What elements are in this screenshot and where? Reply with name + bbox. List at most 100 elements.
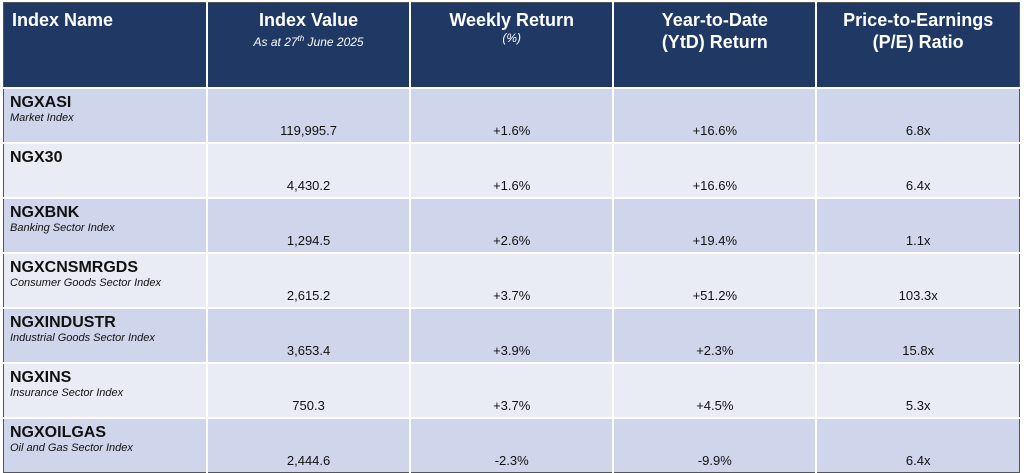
value-cell: +3.7% <box>409 362 614 418</box>
value-cell: 6.4x <box>815 417 1020 473</box>
value-cell: 1,294.5 <box>205 197 411 253</box>
header-title: Weekly Return <box>449 10 575 30</box>
pe-text: 6.8x <box>905 123 931 138</box>
weekly-text: +2.6% <box>493 233 531 248</box>
header-cell: Weekly Return (%) <box>409 2 614 88</box>
header-cell: Index Name <box>3 2 207 88</box>
value-cell: 6.4x <box>815 142 1020 198</box>
index-name: NGXINDUSTR <box>10 314 116 331</box>
value-cell: 2,615.2 <box>205 252 411 308</box>
table-body: NGXASI Market Index 119,995.7 +1.6% +16.6% 6.… <box>3 87 1020 473</box>
index-name: NGXINS <box>10 369 72 386</box>
value-cell: +2.3% <box>612 307 817 363</box>
header-subtitle: (%) <box>502 31 522 45</box>
name-cell: NGXINS Insurance Sector Index <box>3 362 207 418</box>
index-name: NGXASI <box>10 94 72 111</box>
pe-text: 5.3x <box>905 398 931 413</box>
value-text: 750.3 <box>292 398 325 413</box>
table-row: NGXINS Insurance Sector Index 750.3 +3.7% +4… <box>3 362 1020 418</box>
value-text: 3,653.4 <box>286 343 331 358</box>
header-title: Index Name <box>12 10 114 30</box>
ytd-text: +16.6% <box>692 178 738 193</box>
pe-text: 103.3x <box>898 288 938 303</box>
value-cell: 5.3x <box>815 362 1020 418</box>
value-cell: 4,430.2 <box>205 142 411 198</box>
name-cell: NGXOILGAS Oil and Gas Sector Index <box>3 417 207 473</box>
index-name: NGXCNSMRGDS <box>10 259 139 276</box>
ytd-text: -9.9% <box>697 453 732 468</box>
name-cell: NGX30 <box>3 142 207 198</box>
name-cell: NGXASI Market Index <box>3 87 207 143</box>
value-cell: 2,444.6 <box>205 417 411 473</box>
weekly-text: +3.9% <box>493 343 531 358</box>
value-cell: +19.4% <box>612 197 817 253</box>
value-text: 2,615.2 <box>286 288 331 303</box>
header-cell: Year-to-Date (YtD) Return <box>612 2 817 88</box>
table-row: NGXINDUSTR Industrial Goods Sector Index 3… <box>3 307 1020 363</box>
header-title: Year-to-Date <box>661 10 768 30</box>
index-description: Market Index <box>10 112 74 124</box>
header-row: Index Name Index Value As at 27th June 2… <box>3 2 1020 88</box>
index-description: Consumer Goods Sector Index <box>10 277 162 289</box>
header-cell: Price-to-Earnings (P/E) Ratio <box>815 2 1020 88</box>
value-cell: +51.2% <box>612 252 817 308</box>
value-cell: +1.6% <box>409 87 614 143</box>
name-cell: NGXBNK Banking Sector Index <box>3 197 207 253</box>
value-text: 119,995.7 <box>280 123 337 138</box>
index-description: Oil and Gas Sector Index <box>10 442 133 454</box>
header-title: Price-to-Earnings <box>843 10 994 30</box>
table-row: NGXASI Market Index 119,995.7 +1.6% +16.6% 6.… <box>3 87 1020 143</box>
ytd-text: +51.2% <box>692 288 738 303</box>
value-cell: +1.6% <box>409 142 614 198</box>
value-cell: -2.3% <box>409 417 614 473</box>
index-description: Banking Sector Index <box>10 222 115 234</box>
table-row: NGXCNSMRGDS Consumer Goods Sector Index 2,… <box>3 252 1020 308</box>
value-cell: 119,995.7 <box>205 87 411 143</box>
value-cell: +3.9% <box>409 307 614 363</box>
value-cell: 750.3 <box>205 362 411 418</box>
ytd-text: +2.3% <box>696 343 734 358</box>
table-row: NGXBNK Banking Sector Index 1,294.5 +2.6% +1… <box>3 197 1020 253</box>
weekly-text: +3.7% <box>493 398 531 413</box>
header-title: (P/E) Ratio <box>872 32 964 52</box>
index-description: Industrial Goods Sector Index <box>10 332 155 344</box>
table-header: Index Name Index Value As at 27th June 2… <box>3 2 1020 88</box>
header-subtitle: As at 27th June 2025 <box>212 31 405 50</box>
value-cell: -9.9% <box>612 417 817 473</box>
subtitle-text: June 2025 <box>304 35 364 49</box>
value-text: 2,444.6 <box>286 453 331 468</box>
index-table: Index Name Index Value As at 27th June 2… <box>3 2 1020 473</box>
table-row: NGX30 4,430.2 +1.6% +16.6% 6.4x <box>3 142 1020 198</box>
page: Index Name Index Value As at 27th June 2… <box>3 2 1020 473</box>
name-cell: NGXCNSMRGDS Consumer Goods Sector Index <box>3 252 207 308</box>
value-cell: 1.1x <box>815 197 1020 253</box>
index-name: NGXBNK <box>10 204 80 221</box>
subtitle-sup: th <box>297 34 305 43</box>
pe-text: 6.4x <box>905 453 931 468</box>
value-cell: 6.8x <box>815 87 1020 143</box>
ytd-text: +16.6% <box>692 123 738 138</box>
value-text: 4,430.2 <box>286 178 331 193</box>
value-cell: +3.7% <box>409 252 614 308</box>
pe-text: 6.4x <box>905 178 931 193</box>
ytd-text: +19.4% <box>692 233 738 248</box>
header-title: Index Value <box>259 10 359 30</box>
header-cell: Index Value As at 27th June 2025 <box>205 2 411 88</box>
pe-text: 15.8x <box>902 343 935 358</box>
value-cell: 3,653.4 <box>205 307 411 363</box>
index-name: NGXOILGAS <box>10 424 107 441</box>
index-name: NGX30 <box>10 149 63 166</box>
value-cell: +16.6% <box>612 87 817 143</box>
value-cell: 15.8x <box>815 307 1020 363</box>
value-cell: 103.3x <box>815 252 1020 308</box>
value-cell: +4.5% <box>612 362 817 418</box>
weekly-text: +1.6% <box>493 123 531 138</box>
value-cell: +2.6% <box>409 197 614 253</box>
weekly-text: -2.3% <box>494 453 529 468</box>
name-cell: NGXINDUSTR Industrial Goods Sector Index <box>3 307 207 363</box>
weekly-text: +3.7% <box>493 288 531 303</box>
value-cell: +16.6% <box>612 142 817 198</box>
ytd-text: +4.5% <box>696 398 734 413</box>
subtitle-text: As at 27 <box>253 35 298 49</box>
value-text: 1,294.5 <box>286 233 331 248</box>
